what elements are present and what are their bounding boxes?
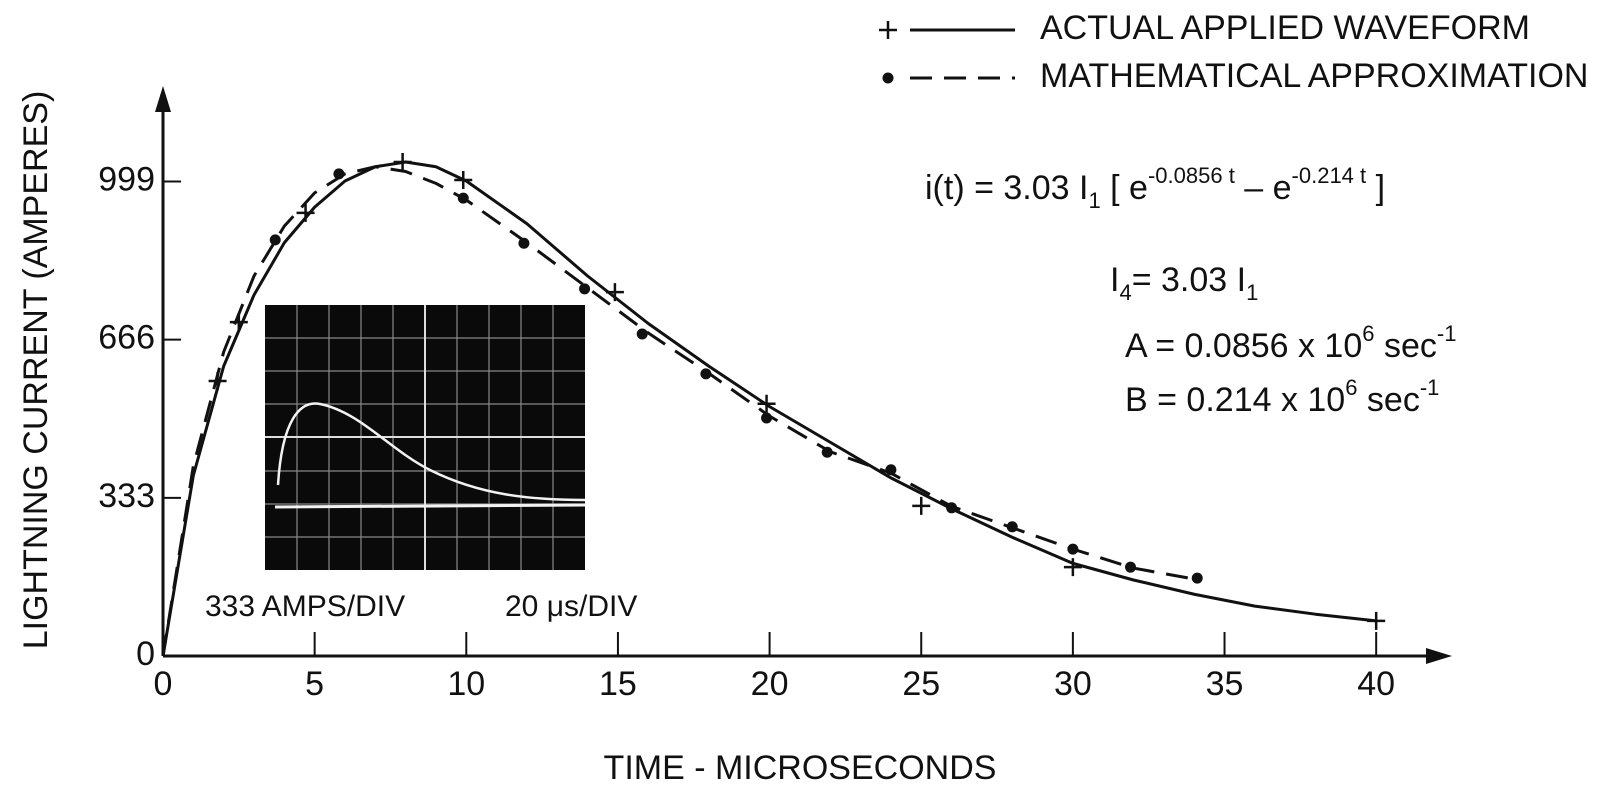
annotation-part: – e: [1235, 169, 1292, 207]
series-line: [161, 160, 1377, 657]
y-tick-label: 333: [98, 477, 155, 515]
annotation-part: I: [1110, 261, 1119, 299]
annotation: A = 0.0856 x 106 sec-1: [1125, 321, 1456, 365]
data-point: [1125, 561, 1137, 573]
annotation-part: sec: [1375, 327, 1437, 365]
data-point: [885, 464, 897, 476]
data-point: [757, 394, 776, 413]
data-point: [518, 237, 530, 249]
annotation: I4= 3.03 I1: [1110, 261, 1258, 305]
data-point: [1006, 521, 1018, 533]
y-tick-label: 666: [98, 319, 155, 357]
x-axis-label: TIME - MICROSECONDS: [604, 749, 997, 787]
data-point: [269, 234, 281, 246]
legend-label: ACTUAL APPLIED WAVEFORM: [1040, 9, 1530, 47]
data-point: [1191, 572, 1203, 584]
annotation: i(t) = 3.03 I1 [ e-0.0856 t – e-0.214 t …: [925, 163, 1385, 213]
data-point: [636, 328, 648, 340]
annotation-part: 6: [1345, 375, 1357, 400]
annotation-part: -0.0856 t: [1148, 163, 1235, 188]
annotation-part: 1: [1246, 280, 1258, 305]
data-point: [333, 168, 345, 180]
annotation-part: sec: [1357, 381, 1419, 419]
annotation-part: -1: [1420, 375, 1440, 400]
data-point: [1063, 558, 1082, 577]
annotation-part: [ e: [1101, 169, 1148, 207]
annotation-part: = 3.03 I: [1132, 261, 1246, 299]
inset-label: 20 μs/DIV: [505, 590, 637, 623]
data-point: [393, 153, 412, 171]
data-point: [296, 203, 315, 222]
legend-marker: [879, 21, 897, 39]
x-tick-label: 5: [305, 665, 324, 703]
x-tick-label: 40: [1357, 665, 1395, 703]
annotation-part: B = 0.214 x 10: [1125, 381, 1345, 419]
legend-marker: [882, 72, 894, 84]
annotation-part: 1: [1088, 188, 1100, 213]
data-point: [912, 496, 931, 515]
data-point: [700, 368, 712, 380]
x-tick-label: 35: [1206, 665, 1244, 703]
annotation-part: A = 0.0856 x 10: [1125, 327, 1362, 365]
x-tick-label: 15: [599, 665, 637, 703]
x-tick-label: 0: [154, 665, 173, 703]
data-point: [1067, 543, 1079, 555]
annotation: B = 0.214 x 106 sec-1: [1125, 375, 1439, 419]
data-point: [579, 283, 591, 295]
x-tick-label: 10: [447, 665, 485, 703]
x-tick-label: 30: [1054, 665, 1092, 703]
annotation-part: i(t) = 3.03 I: [925, 169, 1088, 207]
data-point: [605, 283, 624, 302]
y-axis-label: LIGHTNING CURRENT (AMPERES): [17, 91, 55, 650]
legend-label: MATHEMATICAL APPROXIMATION: [1040, 57, 1588, 95]
annotation-part: 4: [1119, 280, 1131, 305]
data-point: [1367, 611, 1386, 630]
data-point: [821, 446, 833, 458]
data-point: [454, 171, 473, 190]
annotation-part: ]: [1366, 169, 1385, 207]
annotation-part: -1: [1437, 321, 1457, 346]
y-tick-label: 999: [98, 160, 155, 198]
annotation-part: 6: [1362, 321, 1374, 346]
y-axis-arrow: [155, 86, 171, 112]
inset-label: 333 AMPS/DIV: [205, 590, 405, 623]
x-tick-label: 25: [902, 665, 940, 703]
data-point: [946, 502, 958, 514]
inset-oscillogram: [265, 305, 586, 570]
x-tick-label: 20: [751, 665, 789, 703]
data-point: [457, 192, 469, 204]
y-tick-label: 0: [136, 635, 155, 673]
x-axis-arrow: [1426, 648, 1452, 664]
data-point: [761, 412, 773, 424]
annotation-part: -0.214 t: [1292, 163, 1367, 188]
